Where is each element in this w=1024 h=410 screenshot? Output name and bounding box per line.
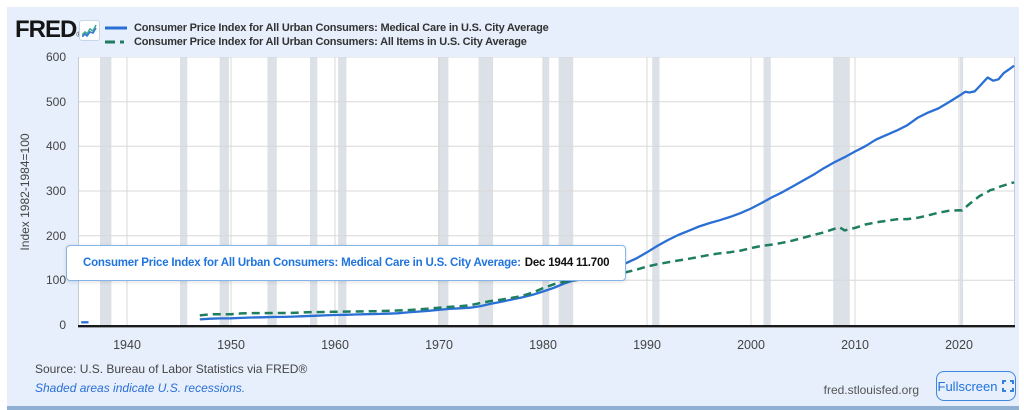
bottom-border-bar	[7, 406, 1019, 410]
y-tick-label: 0	[59, 318, 66, 332]
x-tick-label: 1960	[321, 338, 349, 352]
site-link[interactable]: fred.stlouisfed.org	[823, 383, 919, 397]
x-tick-label: 2010	[841, 338, 869, 352]
x-tick-label: 1970	[425, 338, 453, 352]
plot-area[interactable]	[78, 57, 1015, 329]
y-tick-label: 300	[45, 184, 66, 198]
x-tick-label: 1980	[529, 338, 557, 352]
chart-canvas[interactable]	[78, 57, 1015, 329]
legend-label-all-items: Consumer Price Index for All Urban Consu…	[134, 36, 527, 48]
fred-graph-icon	[79, 20, 100, 41]
y-tick-label: 600	[45, 50, 66, 64]
chart-tooltip: Consumer Price Index for All Urban Consu…	[66, 245, 627, 281]
legend-swatch-dashed-line	[105, 40, 127, 44]
x-tick-label: 2000	[737, 338, 765, 352]
recession-note-link[interactable]: Shaded areas indicate U.S. recessions.	[35, 381, 246, 395]
y-tick-label: 400	[45, 139, 66, 154]
tooltip-series-label: Consumer Price Index for All Urban Consu…	[83, 257, 521, 269]
registered-mark: ®	[76, 32, 81, 39]
x-tick-label: 1950	[217, 338, 245, 352]
legend-item-medical-care[interactable]: Consumer Price Index for All Urban Consu…	[105, 21, 549, 35]
x-tick-label: 1990	[633, 338, 661, 352]
fred-chart-embed: FRED® Consumer Price Index for All Urban…	[7, 7, 1019, 410]
series-line-all-items[interactable]	[199, 181, 1015, 317]
fred-logo[interactable]: FRED®	[15, 16, 82, 44]
tooltip-value: Dec 1944 11.700	[524, 257, 610, 269]
source-text: Source: U.S. Bureau of Labor Statistics …	[35, 362, 308, 376]
legend: Consumer Price Index for All Urban Consu…	[105, 21, 549, 49]
legend-label-medical-care: Consumer Price Index for All Urban Consu…	[134, 22, 549, 34]
fullscreen-icon	[1002, 380, 1015, 392]
y-tick-label: 500	[45, 94, 66, 109]
x-tick-label: 2020	[945, 338, 973, 352]
legend-swatch-solid-line	[105, 26, 127, 30]
y-tick-label: 200	[45, 228, 66, 243]
x-tick-label: 1940	[113, 338, 141, 352]
fred-logo-text: FRED	[15, 16, 77, 43]
legend-item-all-items[interactable]: Consumer Price Index for All Urban Consu…	[105, 35, 549, 49]
y-tick-label: 100	[45, 273, 66, 288]
series-line-medical-care[interactable]	[199, 64, 1015, 321]
fullscreen-button[interactable]: Fullscreen	[936, 371, 1016, 401]
fullscreen-label: Fullscreen	[937, 378, 998, 394]
